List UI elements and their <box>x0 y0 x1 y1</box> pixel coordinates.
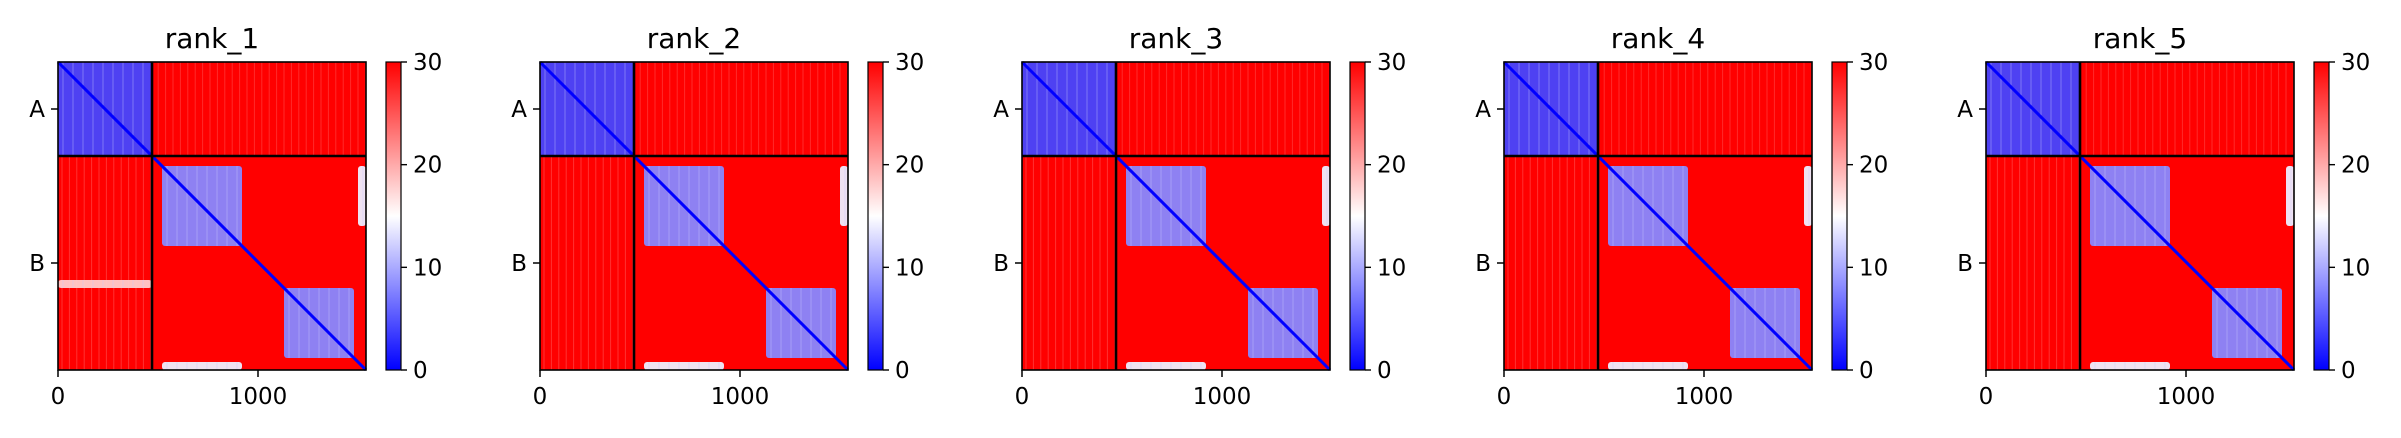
colorbar-tick-label: 30 <box>1859 50 1888 76</box>
colorbar <box>867 61 884 371</box>
x-tick-label: 0 <box>1015 384 1030 410</box>
pae-low-error-block <box>2286 166 2294 226</box>
panel-title: rank_3 <box>1129 22 1223 55</box>
colorbar-tick-label: 30 <box>2341 50 2370 76</box>
x-tick-label: 1000 <box>1193 384 1252 410</box>
colorbar <box>1831 61 1848 371</box>
y-tick-label-A: A <box>1957 97 1973 123</box>
colorbar-tick-label: 30 <box>1377 50 1406 76</box>
pae-low-error-block <box>58 280 152 288</box>
y-tick-label-A: A <box>993 97 1009 123</box>
colorbar-tick-label: 10 <box>1377 255 1406 281</box>
colorbar-tick-label: 30 <box>895 50 924 76</box>
colorbar-tick-label: 10 <box>413 255 442 281</box>
x-tick-label: 0 <box>1979 384 1994 410</box>
x-tick-label: 0 <box>51 384 66 410</box>
colorbar <box>2313 61 2330 371</box>
y-tick-label-B: B <box>29 251 45 277</box>
pae-low-error-block <box>2090 362 2170 370</box>
pae-diagonal <box>1984 60 2296 372</box>
panel-title: rank_5 <box>2093 22 2187 55</box>
x-tick-label: 1000 <box>711 384 770 410</box>
colorbar-tick-label: 20 <box>413 153 442 179</box>
y-tick-label-A: A <box>1475 97 1491 123</box>
pae-low-error-block <box>1126 362 1206 370</box>
pae-panel-1: rank_1 A B 0 1000 0 10 20 30 <box>29 22 442 410</box>
pae-low-error-block <box>1322 166 1330 226</box>
colorbar-tick-label: 0 <box>1377 358 1392 384</box>
colorbar-tick-label: 20 <box>1859 153 1888 179</box>
panel-title: rank_4 <box>1611 22 1705 55</box>
colorbar-tick-label: 0 <box>1859 358 1874 384</box>
colorbar-tick-label: 10 <box>1859 255 1888 281</box>
pae-low-error-block <box>162 362 242 370</box>
panel-title: rank_1 <box>165 22 259 55</box>
colorbar-tick-label: 20 <box>2341 153 2370 179</box>
pae-low-error-block <box>644 362 724 370</box>
colorbar-tick-label: 0 <box>413 358 428 384</box>
pae-low-error-block <box>358 166 366 226</box>
colorbar-tick-label: 30 <box>413 50 442 76</box>
pae-panel-4: rank_4 A B 0 1000 0 10 20 30 <box>1475 22 1888 410</box>
x-tick-label: 0 <box>533 384 548 410</box>
pae-low-error-block <box>840 166 848 226</box>
y-tick-label-B: B <box>1475 251 1491 277</box>
y-tick-label-B: B <box>511 251 527 277</box>
x-tick-label: 0 <box>1497 384 1512 410</box>
plot-frame <box>1021 61 1331 371</box>
colorbar-tick-label: 10 <box>2341 255 2370 281</box>
colorbar <box>1349 61 1366 371</box>
colorbar-tick-label: 20 <box>895 153 924 179</box>
pae-low-error-block <box>1608 362 1688 370</box>
y-tick-label-A: A <box>511 97 527 123</box>
y-tick-label-B: B <box>1957 251 1973 277</box>
y-tick-label-B: B <box>993 251 1009 277</box>
colorbar <box>385 61 402 371</box>
plot-frame <box>1503 61 1813 371</box>
x-tick-label: 1000 <box>229 384 288 410</box>
panel-title: rank_2 <box>647 22 741 55</box>
pae-diagonal <box>1502 60 1814 372</box>
plot-frame <box>539 61 849 371</box>
colorbar-tick-label: 10 <box>895 255 924 281</box>
plot-frame <box>57 61 367 371</box>
pae-diagonal <box>538 60 850 372</box>
pae-panel-2: rank_2 A B 0 1000 0 10 20 30 <box>511 22 924 410</box>
pae-panel-5: rank_5 A B 0 1000 0 10 20 30 <box>1957 22 2370 410</box>
colorbar-tick-label: 20 <box>1377 153 1406 179</box>
colorbar-tick-label: 0 <box>895 358 910 384</box>
x-tick-label: 1000 <box>1675 384 1734 410</box>
pae-diagonal <box>56 60 368 372</box>
y-tick-label-A: A <box>29 97 45 123</box>
pae-panel-3: rank_3 A B 0 1000 0 10 20 30 <box>993 22 1406 410</box>
pae-low-error-block <box>1804 166 1812 226</box>
colorbar-tick-label: 0 <box>2341 358 2356 384</box>
x-tick-label: 1000 <box>2157 384 2216 410</box>
plot-frame <box>1985 61 2295 371</box>
pae-diagonal <box>1020 60 1332 372</box>
